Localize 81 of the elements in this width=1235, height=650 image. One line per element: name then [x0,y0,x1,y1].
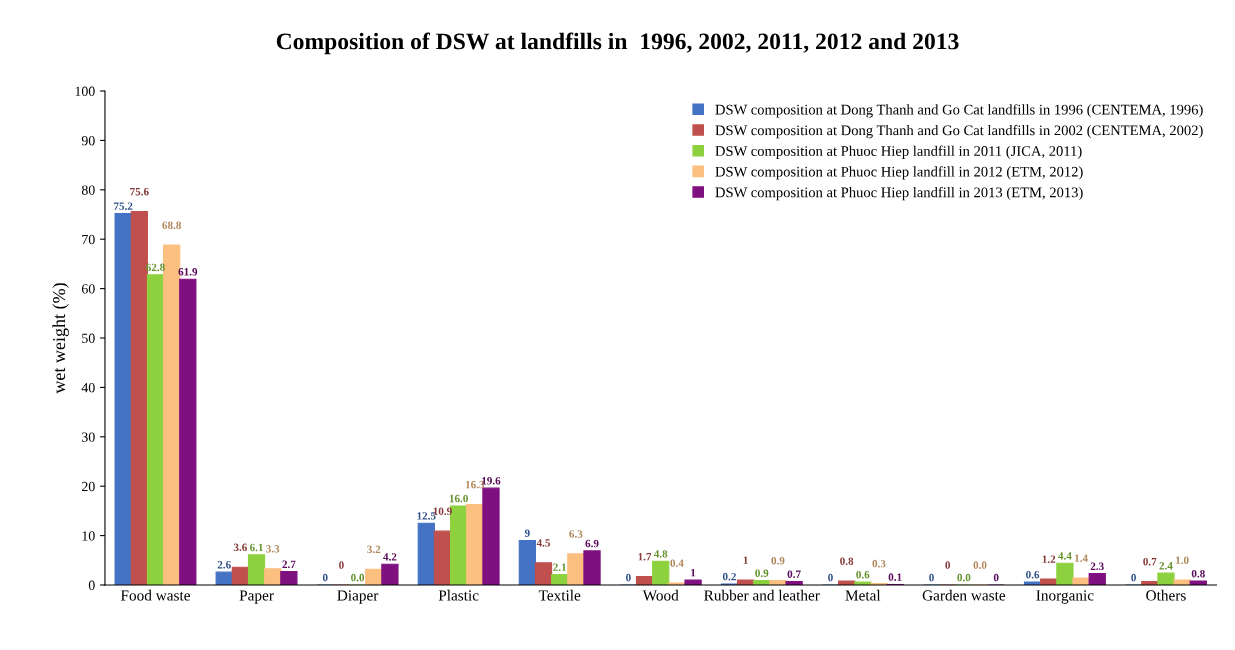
data-label: 16.0 [449,494,468,503]
x-tick-label: Textile [538,589,581,601]
data-label: 3.3 [266,545,280,553]
y-tick-label: 100 [75,86,95,96]
data-label: 0.8 [840,557,854,565]
data-label: 0.6 [1026,570,1040,579]
data-label: 0 [1131,573,1136,582]
y-tick-label: 20 [81,481,95,492]
data-label: 16.3 [465,480,485,489]
chart-title: Composition of DSW at landfills in 1996, 2002, 2011, 2012 and 2013 [276,32,959,55]
data-label: 0.4 [670,559,684,567]
legend-label: DSW composition at Phuoc Hiep landfill in 2011 (JICA, 2011) [715,145,1082,159]
data-label: 3.2 [367,545,381,554]
data-label: 0 [339,561,344,569]
x-tick-label: Paper [239,590,274,604]
y-axis-title: wet weight (%) [52,283,69,394]
data-label: 1 [743,556,748,564]
x-tick-label: Inorganic [1036,590,1094,604]
data-label: 0.9 [771,556,785,565]
data-label: 4.2 [383,553,397,561]
data-label: 1.0 [1176,556,1189,564]
y-tick-label: 60 [81,284,95,294]
legend-label: DSW composition at Phuoc Hiep landfill in 2012 (ETM, 2012) [715,166,1083,180]
data-label: 0 [993,573,999,582]
y-tick-label: 80 [81,185,95,195]
data-label: 1.4 [1075,554,1088,562]
data-label: 0 [828,573,833,582]
data-label: 61.9 [178,268,198,276]
data-label: 1.7 [638,553,652,561]
x-tick-label: Metal [845,589,881,601]
data-label: 0 [626,573,631,582]
data-label: 0.2 [722,572,736,581]
data-label: 4.4 [1058,552,1072,560]
data-label: 0.8 [1191,569,1205,578]
data-label: 0 [322,573,328,582]
data-label: 0 [945,561,951,569]
data-label: 4.8 [653,550,668,558]
data-label: 4.5 [536,539,551,547]
y-tick-label: 30 [82,432,95,442]
data-label: 1.2 [1042,555,1056,563]
x-tick-label: Wood [642,589,679,601]
legend-label: DSW composition at Dong Thanh and Go Cat landfills in 2002 (CENTEMA, 2002) [715,124,1203,139]
data-label: 0.7 [1143,557,1157,566]
y-tick-label: 40 [81,382,95,393]
x-tick-label: Rubber and leather [704,589,820,601]
data-label: 0.7 [787,570,801,578]
data-label: 19.6 [482,477,501,485]
data-label: 2.6 [217,561,231,569]
data-label: 0.3 [872,559,886,568]
data-label: 0.0 [957,573,971,582]
data-label: 2.4 [1159,562,1173,570]
x-tick-label: Diaper [337,590,379,604]
data-label: 0.0 [973,561,987,569]
data-label: 0 [929,573,934,582]
data-label: 75.2 [114,202,133,210]
x-tick-label: Garden waste [922,589,1006,601]
data-label: 1 [691,568,696,577]
y-tick-label: 50 [82,333,95,343]
x-tick-label: Food waste [120,589,190,601]
data-label: 68.8 [162,221,182,230]
data-label: 0.6 [856,570,870,579]
data-label: 6.1 [249,543,263,552]
data-label: 3.6 [233,543,247,552]
data-label: 9 [524,529,530,537]
data-label: 6.3 [569,530,583,538]
data-label: 2.1 [553,563,567,572]
legend-label: DSW composition at Phuoc Hiep landfill in 2013 (ETM, 2013) [715,186,1083,201]
x-tick-label: Plastic [438,589,479,601]
data-label: 2.3 [1090,562,1104,571]
y-tick-label: 10 [82,531,95,541]
x-tick-label: Others [1146,589,1186,601]
data-label: 0.0 [351,573,365,582]
data-label: 0.1 [888,573,902,581]
y-tick-label: 90 [81,135,95,146]
y-tick-label: 70 [82,234,95,245]
data-label: 6.9 [585,539,599,548]
data-label: 0.9 [755,569,769,577]
legend-label: DSW composition at Dong Thanh and Go Cat landfills in 1996 (CENTEMA, 1996) [715,104,1203,118]
data-label: 2.7 [282,560,296,569]
data-label: 75.6 [130,187,149,196]
y-tick-label: 0 [88,580,95,590]
